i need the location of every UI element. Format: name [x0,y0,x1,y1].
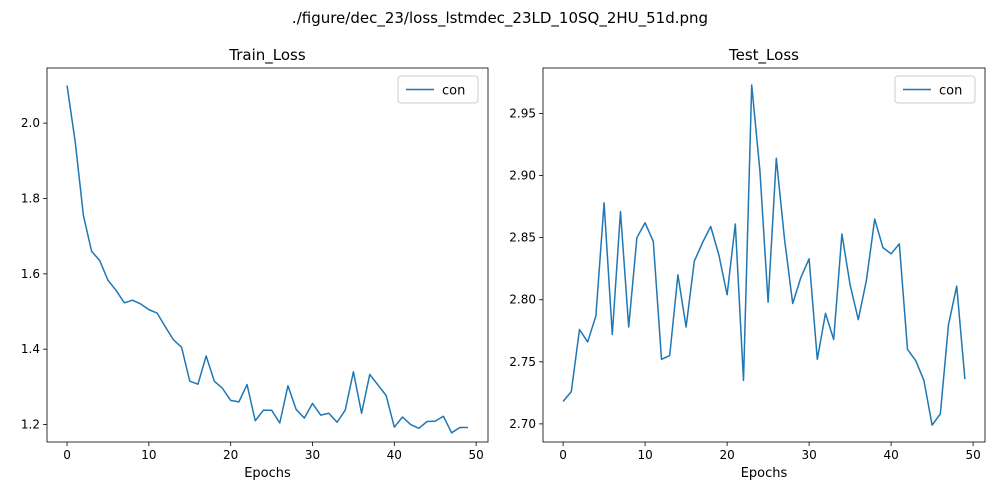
test-ytick-label: 2.95 [509,107,536,121]
test-ytick-label: 2.90 [509,169,536,183]
train-xtick-label: 10 [141,448,156,462]
train-xtick-label: 30 [305,448,320,462]
train-legend: con [397,75,479,104]
train-xtick-label: 40 [387,448,402,462]
test-xtick-label: 40 [883,448,898,462]
test-xlabel: Epochs [741,466,788,481]
train-ytick-label: 1.4 [21,342,40,356]
train-ytick-label: 1.6 [21,267,40,281]
train-legend-label: con [442,84,465,99]
train-ytick-label: 1.2 [21,418,40,432]
test-xtick-label: 20 [719,448,734,462]
test-ytick-label: 2.70 [509,417,536,431]
figure-suptitle: ./figure/dec_23/loss_lstmdec_23LD_10SQ_2… [292,9,708,28]
train-xtick-label: 0 [63,448,71,462]
train-ytick-label: 1.8 [21,191,40,205]
test-legend-label: con [939,84,962,99]
train-xlabel: Epochs [244,466,291,481]
test-legend-box [894,75,976,104]
train-legend-box [397,75,479,104]
test-ytick-label: 2.75 [509,355,536,369]
train-ytick-label: 2.0 [21,116,40,130]
train-axes-frame [46,67,489,443]
test-ytick-label: 2.80 [509,293,536,307]
test-xtick-label: 0 [559,448,567,462]
train-title: Train_Loss [228,46,306,65]
test-series-line-con [562,84,966,426]
test-axes-frame [542,67,986,443]
test-xtick-label: 50 [965,448,980,462]
train-loss-axes: Train_Loss 0 10 20 30 40 50 1.2 1.4 1.6 1.8 2.0 Epoc… [21,46,489,481]
test-xtick-label: 30 [801,448,816,462]
test-legend: con [894,75,976,104]
test-ytick-label: 2.85 [509,231,536,245]
train-series-line-con [66,85,468,434]
test-xtick-label: 10 [637,448,652,462]
test-title: Test_Loss [728,46,799,65]
train-xtick-label: 50 [468,448,483,462]
test-loss-axes: Test_Loss 0 10 20 30 40 50 2.70 2.75 2.80 2.85 2.90… [509,46,986,481]
train-xtick-label: 20 [223,448,238,462]
